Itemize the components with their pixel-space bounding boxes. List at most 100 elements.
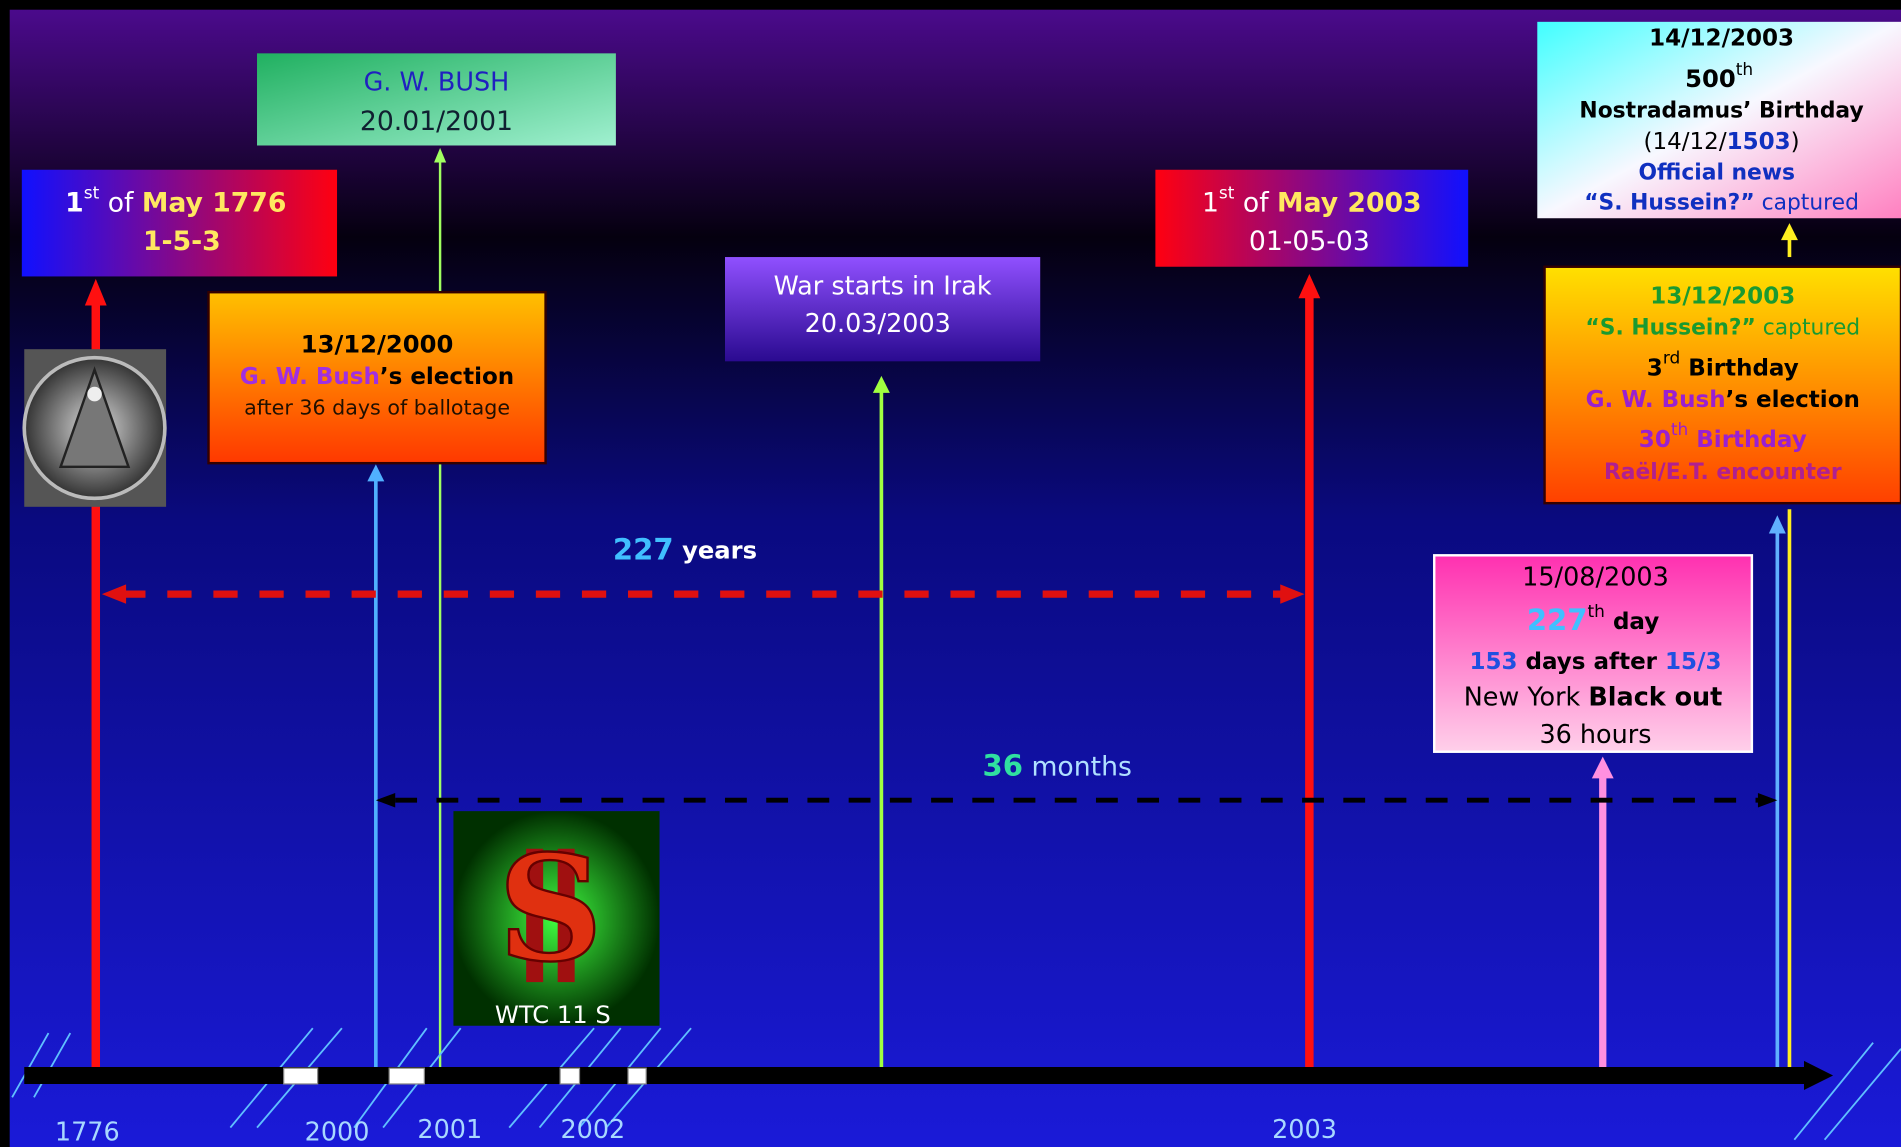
box-line: 153 days after 15/3	[1469, 649, 1721, 675]
text: 153	[1469, 649, 1517, 675]
break	[627, 1067, 647, 1085]
text: “S. Hussein?”	[1585, 316, 1755, 341]
text: of	[99, 187, 142, 218]
box-line: 500th	[1685, 60, 1753, 93]
box: 1st of May 1776 1-5-3	[21, 169, 338, 277]
box-line: 15/08/2003	[1522, 562, 1669, 592]
arrow-head	[1298, 274, 1321, 299]
arrow-head	[1780, 223, 1798, 241]
box: 15/08/2003 227th day 153 days after 15/3…	[1433, 554, 1754, 753]
box-line: after 36 days of ballotage	[244, 396, 510, 420]
box-bg	[21, 169, 338, 277]
box-bg	[1537, 21, 1901, 219]
box-line: 3rd Birthday	[1647, 349, 1799, 382]
arrow-head	[1768, 515, 1786, 534]
text: captured	[1756, 316, 1860, 341]
text: May 2003	[1277, 187, 1422, 218]
hatch	[11, 1032, 50, 1098]
text: ’s election	[380, 364, 514, 390]
arrows	[84, 147, 1798, 1067]
box-line: G. W. Bush’s election	[240, 364, 514, 390]
box-line: 13/12/2003	[1650, 284, 1795, 310]
dollar-sign: S	[498, 823, 603, 994]
box: 14/12/2003 500th Nostradamus’ Birthday (…	[1537, 21, 1901, 219]
box-line: G. W. Bush’s election	[1586, 387, 1860, 413]
wtc-image: S WTC 11 S	[453, 811, 660, 1029]
text: st	[84, 184, 100, 204]
text: G. W. Bush	[1586, 387, 1726, 413]
box-line: 1-5-3	[143, 226, 221, 257]
axis-label: 2003	[1272, 1115, 1337, 1145]
text: captured	[1755, 191, 1859, 216]
text: New York	[1464, 682, 1589, 712]
axis-label: 2001	[417, 1115, 482, 1145]
text: 500	[1685, 64, 1736, 93]
text: th	[1671, 420, 1688, 440]
hatch	[33, 1032, 72, 1098]
break	[559, 1067, 581, 1085]
box-line: 20.01/2001	[360, 106, 513, 137]
box-line: Official news	[1638, 160, 1795, 185]
text: ’s election	[1726, 387, 1860, 413]
text: 227	[1527, 603, 1588, 637]
arrow-head	[101, 584, 127, 604]
text: (14/12/	[1644, 128, 1727, 154]
box-line: “S. Hussein?” captured	[1584, 191, 1859, 216]
arrow-head	[1591, 756, 1614, 779]
text: Birthday	[1680, 355, 1798, 381]
hatch	[1823, 1048, 1901, 1141]
text: 30	[1639, 427, 1671, 453]
box: 13/12/2003 “S. Hussein?” captured 3rd Bi…	[1543, 265, 1901, 505]
text: th	[1736, 60, 1753, 80]
box: 1st of May 2003 01-05-03	[1155, 169, 1469, 267]
box-line: “S. Hussein?” captured	[1585, 316, 1860, 341]
text: G. W. Bush	[240, 364, 380, 390]
box-line: Nostradamus’ Birthday	[1579, 99, 1863, 124]
box-line: 13/12/2000	[301, 330, 454, 359]
arrow-head	[375, 792, 396, 808]
arrow-head	[367, 464, 385, 482]
axis-label: 1776	[55, 1118, 120, 1147]
arrow-head	[84, 278, 107, 306]
box-line: 01-05-03	[1249, 226, 1370, 257]
text: 1503	[1727, 128, 1791, 154]
box-bg	[724, 257, 1041, 362]
text: “S. Hussein?”	[1584, 191, 1754, 216]
break	[388, 1067, 425, 1085]
image-frame	[453, 811, 660, 1026]
text: days after	[1518, 649, 1666, 675]
axis-arrow	[1804, 1060, 1834, 1091]
text: th	[1588, 602, 1605, 622]
text: 3	[1647, 355, 1663, 381]
pyramid	[58, 366, 131, 469]
tower	[526, 848, 544, 983]
span-label: 227 years	[613, 533, 757, 567]
text: of	[1234, 187, 1277, 218]
box-line: 1st of May 1776	[65, 184, 286, 219]
span-unit: months	[1023, 751, 1132, 782]
axis-label: 2002	[560, 1115, 625, 1145]
box-bg	[1155, 169, 1469, 267]
text: 15/3	[1665, 649, 1721, 675]
tower	[557, 848, 575, 983]
arrow-head	[434, 147, 447, 163]
text: May 1776	[142, 187, 287, 218]
arrow-head	[872, 375, 890, 393]
box-line: 1st of May 2003	[1202, 184, 1422, 219]
arrow-head	[1280, 584, 1305, 604]
box-line: New York Black out	[1464, 682, 1723, 712]
box-line: G. W. BUSH	[364, 68, 510, 98]
box-bg	[257, 53, 616, 146]
text: Birthday	[1688, 427, 1806, 453]
box: 13/12/2000 G. W. Bush’s election after 3…	[207, 290, 547, 465]
box-line: 14/12/2003	[1649, 25, 1794, 51]
hatch	[1793, 1042, 1874, 1141]
box-line: 20.03/2003	[805, 309, 951, 339]
text: st	[1219, 184, 1235, 204]
box: G. W. BUSH 20.01/2001	[257, 53, 616, 146]
box-bg	[207, 290, 547, 465]
arrow-head	[1757, 792, 1778, 808]
box-line: 36 hours	[1539, 720, 1651, 750]
